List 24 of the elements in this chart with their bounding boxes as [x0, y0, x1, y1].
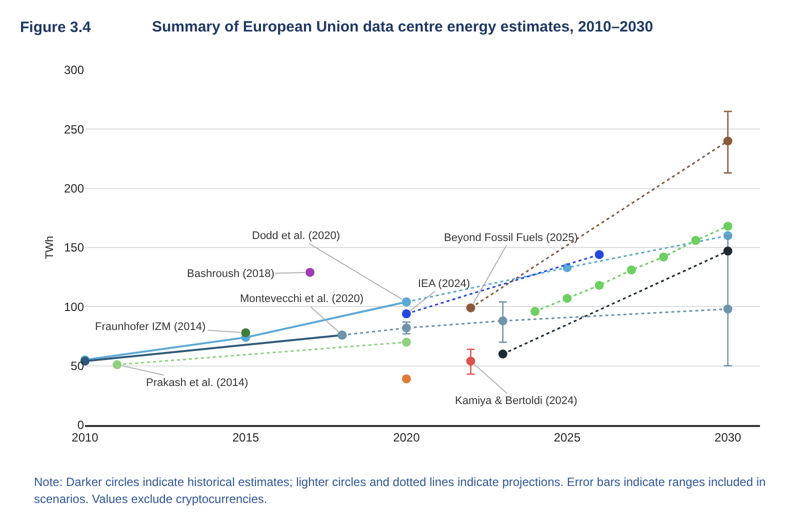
y-tick-label: 200: [64, 182, 84, 196]
annotation: Prakash et al. (2014): [146, 377, 248, 389]
y-tick-label: 0: [77, 418, 84, 432]
y-tick-label: 50: [70, 359, 84, 374]
x-tick-label: 2020: [393, 430, 420, 444]
annotation: Beyond Fossil Fuels (2025): [444, 232, 578, 244]
annotation: Kamiya & Bertoldi (2024): [455, 395, 578, 407]
annotation: Bashroush (2018): [187, 268, 274, 280]
chart-title: Summary of European Union data centre energy estimates, 2010–2030: [152, 18, 654, 36]
x-tick-label: 2030: [714, 430, 742, 444]
y-axis-title: TWh: [44, 236, 56, 260]
text: Note: Darker circles indicate historical estimates; lighter circles and dotted lines indicate projections. Error bars indicate ranges included in scenarios. Values exclude cryptocurrencies.: [33, 474, 767, 508]
annotation: IEA (2024): [418, 278, 470, 290]
x-tick-label: 2025: [554, 430, 581, 444]
annotation: Montevecchi et al. (2020): [240, 293, 364, 305]
x-tick-label: 2015: [232, 430, 260, 444]
chart-subtitle: Figure 3.4: [20, 19, 92, 36]
x-tick-label: 2010: [72, 430, 99, 444]
annotation: Fraunhofer IZM (2014): [95, 321, 206, 333]
y-tick-label: 250: [64, 122, 84, 136]
y-tick-label: 150: [64, 240, 84, 255]
y-tick-label: 100: [64, 300, 84, 314]
annotation: Dodd et al. (2020): [252, 230, 340, 242]
y-tick-label: 300: [64, 63, 84, 78]
